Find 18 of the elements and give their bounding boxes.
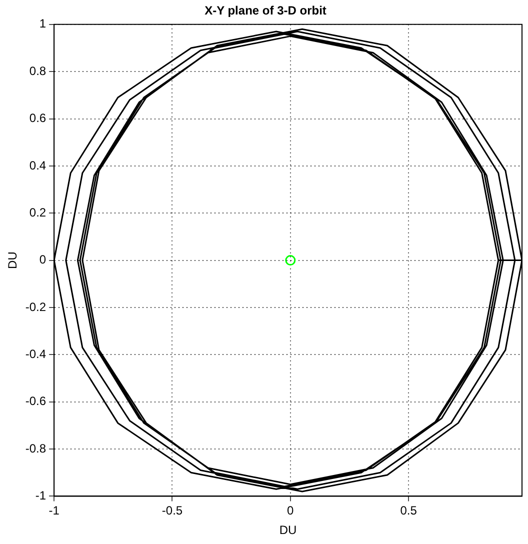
y-tick-label: 0.4 [29, 158, 46, 172]
y-tick-label: -0.4 [25, 346, 46, 361]
y-tick-label: -0.2 [25, 300, 46, 314]
y-tick-label: -1 [35, 488, 46, 503]
chart-title: X-Y plane of 3-D orbit [204, 4, 326, 18]
x-tick-label: 0 [287, 504, 294, 518]
y-tick-label: 1 [39, 16, 46, 31]
x-tick-label: -0.5 [162, 504, 183, 518]
y-tick-label: 0 [39, 252, 46, 267]
y-tick-label: -0.6 [25, 394, 46, 408]
x-axis-title: DU [279, 523, 297, 538]
y-tick-label: 0.2 [29, 205, 46, 220]
y-tick-label: -0.8 [25, 441, 46, 456]
x-tick-label: -1 [48, 504, 60, 518]
y-tick-label: 0.6 [29, 111, 46, 126]
x-tick-label: 0.5 [400, 504, 418, 518]
y-tick-label: 0.8 [29, 64, 46, 78]
y-axis-title: DU [6, 252, 20, 269]
